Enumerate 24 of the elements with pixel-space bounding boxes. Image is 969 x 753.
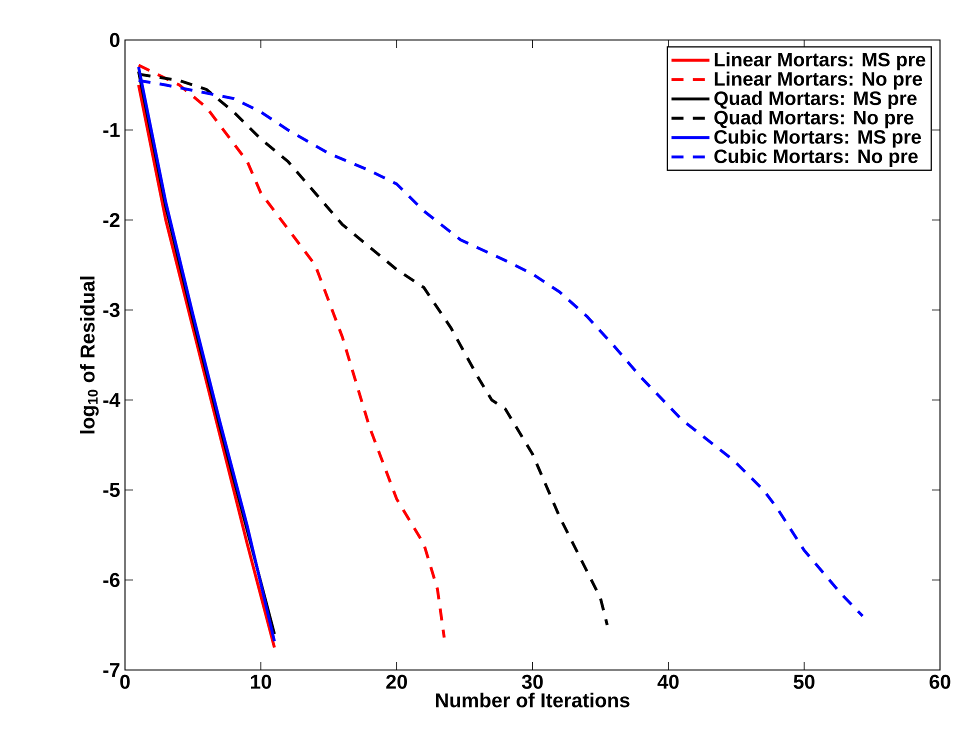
legend-label: Quad Mortars: No pre bbox=[714, 110, 914, 128]
legend-label: Cubic Mortars: No pre bbox=[714, 148, 918, 167]
legend-label: Linear Mortars: No pre bbox=[714, 72, 922, 90]
legend-label: Quad Mortars: MS pre bbox=[714, 90, 917, 109]
x-tick-label: 40 bbox=[658, 674, 679, 689]
x-tick-label: 10 bbox=[250, 674, 272, 689]
y-tick-label: -6 bbox=[103, 572, 120, 588]
y-axis-title: log$_{10}$ of Residual bbox=[80, 276, 99, 434]
y-tick-label: -4 bbox=[103, 393, 120, 407]
y-tick-label: -3 bbox=[103, 302, 120, 318]
y-tick-label: -1 bbox=[103, 123, 120, 137]
y-tick-label: -7 bbox=[103, 663, 120, 677]
legend-label: Cubic Mortars: MS pre bbox=[714, 130, 921, 148]
x-tick-label: 50 bbox=[794, 674, 814, 689]
y-tick-label: -5 bbox=[103, 483, 120, 497]
legend-label: Linear Mortars: MS pre bbox=[714, 52, 926, 70]
line-series bbox=[137, 64, 446, 640]
x-tick-label: 30 bbox=[522, 674, 543, 689]
x-tick-label: 0 bbox=[120, 674, 130, 689]
y-tick-label: 0 bbox=[110, 32, 120, 48]
x-axis-title: Number of Iterations bbox=[436, 692, 630, 708]
x-tick-label: 60 bbox=[930, 674, 950, 689]
y-tick-label: -2 bbox=[103, 213, 120, 227]
x-tick-label: 20 bbox=[386, 674, 407, 689]
